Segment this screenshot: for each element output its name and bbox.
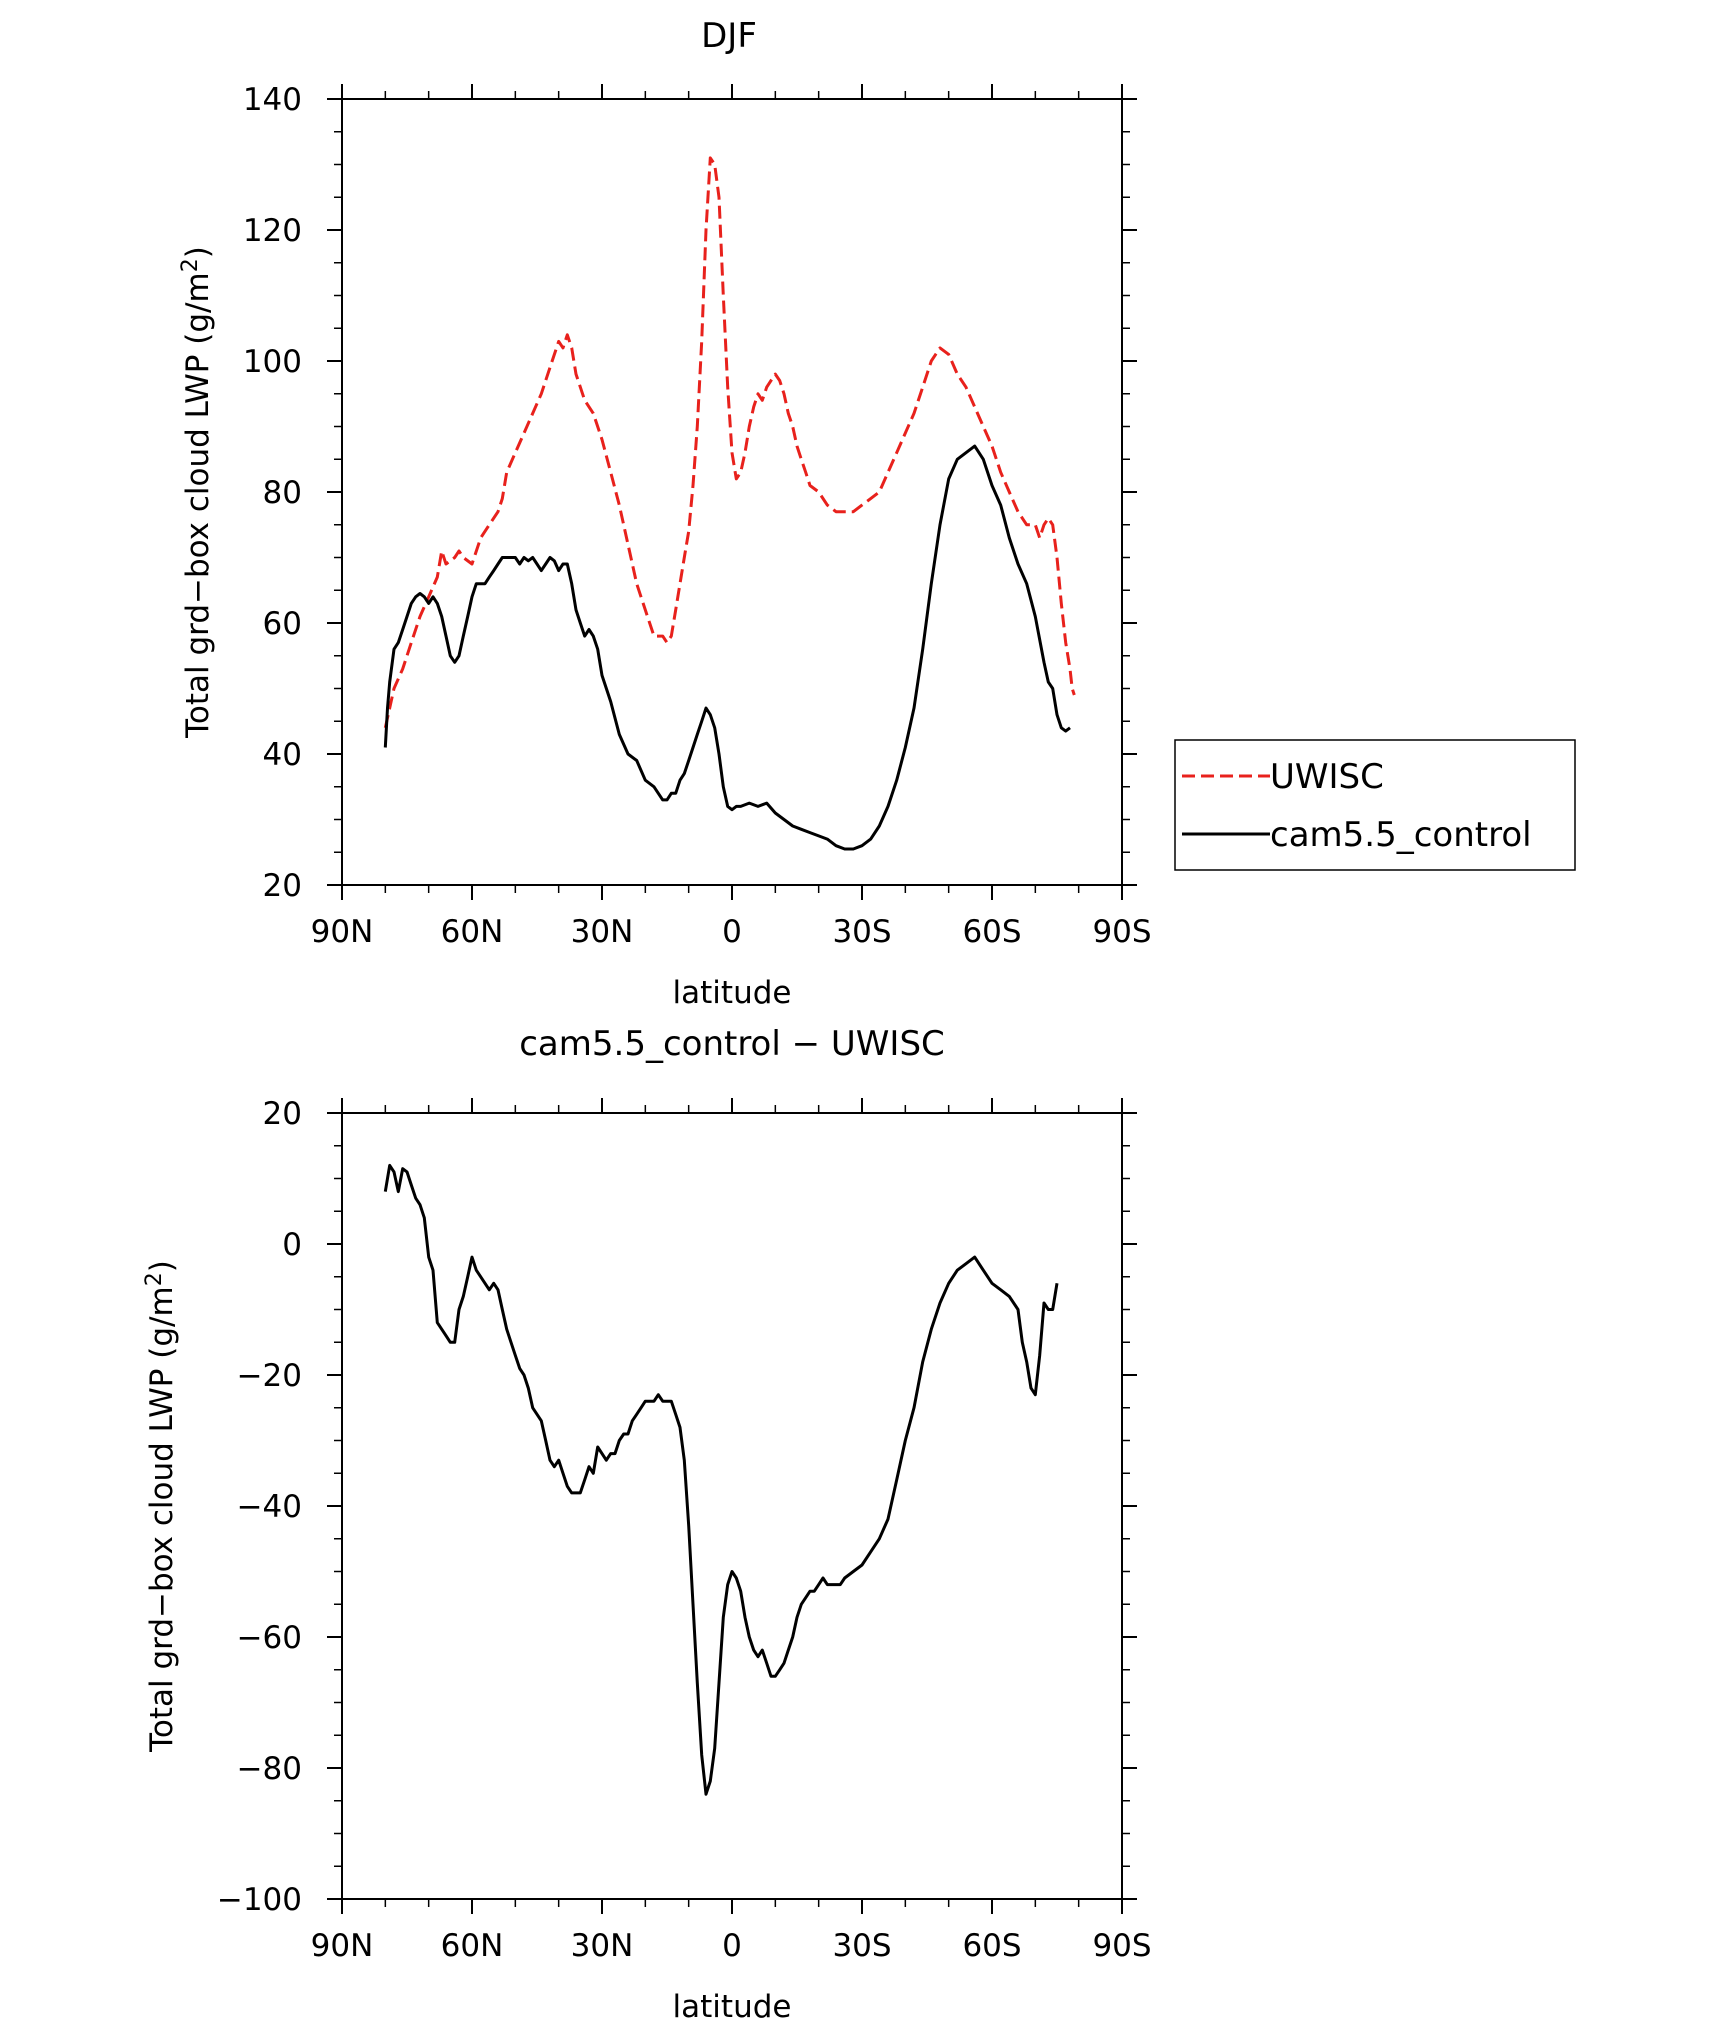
series-line-uwisc bbox=[383, 156, 1076, 729]
y-axis-label: Total grd−box cloud LWP (g/m2) bbox=[178, 246, 216, 739]
chart-title: DJF bbox=[701, 16, 757, 56]
data-lines bbox=[383, 156, 1076, 851]
y-tick-label: 80 bbox=[263, 475, 302, 511]
y-tick-label: 0 bbox=[282, 1227, 302, 1263]
x-tick-label: 90S bbox=[1092, 1928, 1151, 1964]
y-axis-label: Total grd−box cloud LWP (g/m2) bbox=[142, 1260, 180, 1753]
series-line-cam5-5-control bbox=[383, 444, 1071, 851]
x-tick-label: 90S bbox=[1092, 914, 1151, 950]
x-tick-label: 60N bbox=[441, 1928, 504, 1964]
x-tick-label: 30S bbox=[832, 1928, 891, 1964]
y-tick-label: −20 bbox=[237, 1358, 302, 1394]
y-axis-label-superscript: 2 bbox=[178, 258, 203, 272]
y-tick-label: −100 bbox=[217, 1882, 302, 1918]
y-axis-label-close: ) bbox=[144, 1260, 180, 1272]
legend-box bbox=[1174, 739, 1576, 871]
x-axis-label: latitude bbox=[673, 975, 792, 1011]
y-tick-label: −80 bbox=[237, 1751, 302, 1787]
y-tick-label: 100 bbox=[243, 344, 302, 380]
axis-ticks bbox=[327, 84, 1137, 900]
x-tick-label: 60S bbox=[962, 1928, 1021, 1964]
x-tick-label: 30S bbox=[832, 914, 891, 950]
panel-top: DJF 90N 60N 30N 0 30S 60S 90S 20 40 60 80 100 120 140… bbox=[178, 16, 1576, 1011]
y-axis-label-main: Total grd−box cloud LWP (g/m bbox=[144, 1286, 180, 1753]
x-tick-label: 90N bbox=[311, 1928, 374, 1964]
panel-bottom: cam5.5_control − UWISC 90N 60N 30N 0 30S 60S 9… bbox=[142, 1024, 1152, 2021]
series-line-difference bbox=[383, 1163, 1059, 1796]
x-tick-label: 0 bbox=[722, 1928, 742, 1964]
y-tick-label: 120 bbox=[243, 213, 302, 249]
tick-labels: 90N 60N 30N 0 30S 60S 90S 20 40 60 80 100 120 140 bbox=[243, 82, 1152, 950]
chart-title: cam5.5_control − UWISC bbox=[519, 1024, 945, 1064]
plot-frame bbox=[341, 1112, 1123, 1900]
x-axis-label: latitude bbox=[673, 1989, 792, 2021]
x-tick-label: 30N bbox=[571, 1928, 634, 1964]
data-lines bbox=[383, 1163, 1059, 1796]
axis-ticks bbox=[327, 1098, 1137, 1914]
y-axis-label-close: ) bbox=[180, 246, 216, 258]
plot-frame bbox=[341, 98, 1123, 886]
legend-label-cam5-5-control: cam5.5_control bbox=[1270, 815, 1532, 855]
y-axis-label-superscript: 2 bbox=[142, 1272, 167, 1286]
y-axis-label-main: Total grd−box cloud LWP (g/m bbox=[180, 272, 216, 739]
y-tick-label: 40 bbox=[263, 737, 302, 773]
y-tick-label: 20 bbox=[263, 868, 302, 904]
y-tick-label: 20 bbox=[263, 1096, 302, 1132]
legend: UWISC cam5.5_control bbox=[1174, 739, 1576, 871]
y-tick-label: 140 bbox=[243, 82, 302, 118]
legend-label-uwisc: UWISC bbox=[1270, 757, 1384, 797]
x-tick-label: 60N bbox=[441, 914, 504, 950]
y-tick-label: −40 bbox=[237, 1489, 302, 1525]
y-tick-label: 60 bbox=[263, 606, 302, 642]
tick-labels: 90N 60N 30N 0 30S 60S 90S −100 −80 −60 −40 −20 0 20 bbox=[217, 1096, 1152, 1964]
x-tick-label: 90N bbox=[311, 914, 374, 950]
x-tick-label: 0 bbox=[722, 914, 742, 950]
y-tick-label: −60 bbox=[237, 1620, 302, 1656]
x-tick-label: 60S bbox=[962, 914, 1021, 950]
x-tick-label: 30N bbox=[571, 914, 634, 950]
